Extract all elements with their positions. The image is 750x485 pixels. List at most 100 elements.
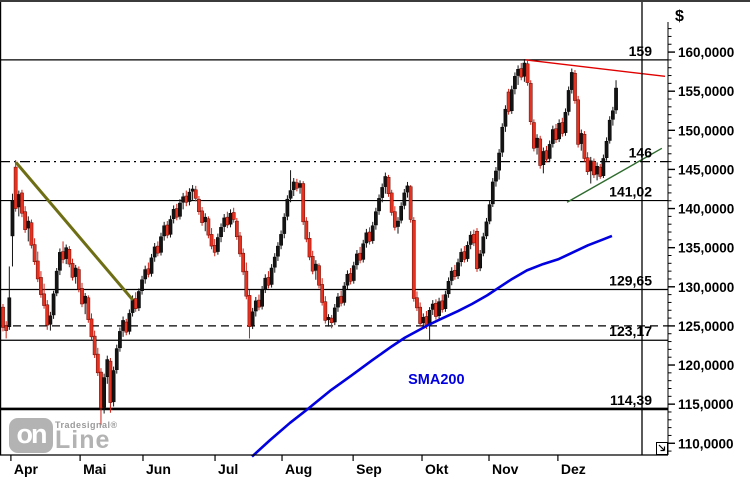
candle-body-up [500, 126, 505, 153]
candle-body-down [560, 122, 565, 134]
candle-body-up [253, 300, 258, 312]
candle-body-down [544, 150, 549, 160]
candle-body-up [522, 62, 527, 77]
candle-body-down [133, 298, 138, 309]
candle-body-down [193, 189, 198, 199]
candle-body-down [525, 63, 530, 83]
candle-body-down [317, 265, 321, 286]
candle-body-up [351, 265, 356, 281]
month-label-Nov: Nov [492, 461, 519, 477]
candle-body-down [339, 295, 343, 304]
resize-corner-icon[interactable] [656, 442, 668, 455]
candle-body-up [168, 219, 173, 235]
candle-body-up [260, 289, 264, 307]
candle-body-down [1, 306, 5, 328]
currency-symbol: $ [675, 8, 684, 25]
candle-body-down [389, 192, 394, 213]
logo-badge-text: on [16, 419, 48, 449]
candle-body-down [23, 211, 27, 230]
candle-body-down [231, 212, 236, 220]
candle-body-down [42, 293, 46, 306]
candle-body-down [197, 198, 201, 212]
logo-text-block: Tradesignal® Line [55, 418, 118, 453]
candle-body-up [402, 192, 407, 206]
candles [1, 59, 618, 426]
candle-body-up [484, 221, 489, 237]
candle-body-up [279, 234, 283, 246]
candle-body-down [20, 192, 24, 214]
candle-body-down [225, 216, 230, 226]
candle-body-up [16, 194, 21, 208]
candle-body-up [516, 69, 520, 76]
candle-body-up [399, 205, 404, 221]
candle-body-down [329, 317, 334, 324]
candle-body-down [582, 133, 587, 159]
y-tick-label-110: 110,0000 [678, 436, 734, 451]
y-tick-label-160: 160,0000 [678, 45, 734, 60]
candle-body-down [598, 166, 603, 177]
candle-body-up [607, 119, 612, 141]
candle-body-up [377, 198, 381, 212]
candle-body-down [124, 321, 129, 333]
x-axis[interactable]: Apr Mai Jun Jul Aug Sep Okt Nov Dez [10, 455, 586, 477]
candle-body-up [332, 307, 337, 323]
trendline-april-downtrend [14, 161, 135, 302]
y-axis[interactable]: 160,0000 155,0000 150,0000 145,0000 140,0000… [667, 8, 734, 455]
candle-body-up [10, 200, 15, 237]
candle-body-up [269, 267, 274, 285]
candle-body-up [143, 269, 148, 280]
candle-body-down [323, 301, 328, 321]
candle-body-down [99, 371, 103, 409]
candle-body-up [291, 181, 296, 191]
level-label-114.39: 114,39 [610, 392, 652, 408]
candle-body-up [181, 196, 185, 203]
month-label-Sep: Sep [356, 461, 382, 477]
candle-body-up [355, 253, 359, 266]
candle-body-down [35, 260, 40, 280]
candle-body-up [541, 151, 546, 165]
y-tick-label-145: 145,0000 [678, 162, 734, 177]
candle-body-down [301, 183, 306, 223]
level-label-129.65: 129,65 [609, 273, 652, 289]
candle-body-down [538, 138, 543, 166]
candle-body-up [48, 315, 53, 325]
candle-body-up [566, 90, 571, 112]
candle-body-down [471, 234, 476, 244]
candle-body-up [494, 170, 498, 182]
candle-body-up [361, 243, 366, 260]
candle-body-down [95, 353, 100, 374]
plot-border [0, 2, 668, 456]
candle-body-up [272, 256, 277, 268]
candle-body-down [576, 99, 580, 145]
candle-body-up [54, 270, 59, 294]
candle-body-up [190, 188, 195, 192]
candle-body-up [83, 295, 88, 304]
candle-body-up [342, 285, 347, 303]
candle-body-up [604, 141, 609, 158]
candle-body-down [519, 68, 524, 78]
candle-body-up [127, 313, 132, 332]
candle-body-down [585, 157, 590, 173]
month-label-Jul: Jul [218, 461, 238, 477]
candle-body-up [26, 220, 31, 229]
candle-body-up [405, 185, 410, 193]
y-tick-label-155: 155,0000 [678, 84, 734, 99]
candle-body-down [92, 335, 97, 356]
candle-body-down [206, 218, 211, 236]
registered-mark: ® [110, 420, 118, 430]
candle-body-down [209, 234, 214, 247]
candle-body-up [370, 225, 375, 241]
tradesignal-logo: on Tradesignal® Line [9, 418, 118, 453]
y-tick-label-130: 130,0000 [678, 280, 734, 295]
candle-body-down [266, 277, 271, 286]
candle-body-down [76, 269, 81, 290]
candle-body-up [228, 212, 233, 225]
candle-body-down [307, 238, 312, 258]
candle-body-up [114, 348, 119, 370]
candle-body-up [557, 123, 562, 140]
candle-body-up [503, 108, 508, 127]
candle-body-up [513, 76, 517, 90]
y-tick-label-115: 115,0000 [678, 397, 734, 412]
